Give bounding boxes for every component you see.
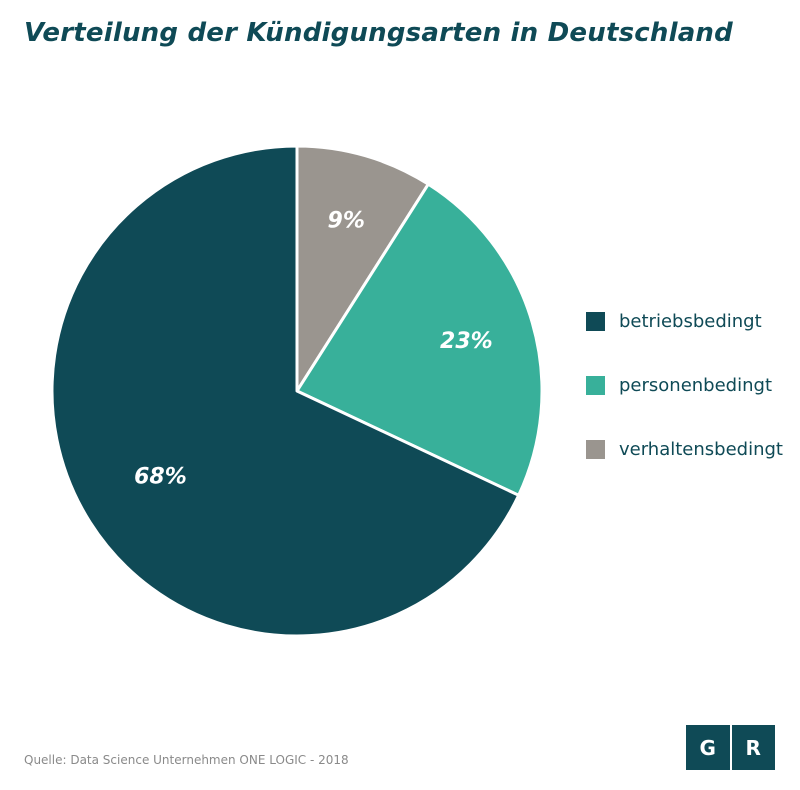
legend-label: verhaltensbedingt (619, 438, 783, 460)
pie-slice-personenbedingt (295, 182, 544, 497)
pie-value-label: 23% (440, 329, 493, 354)
legend-item-personenbedingt: personenbedingt (586, 373, 783, 397)
legend-swatch-personenbedingt (586, 375, 605, 395)
pie-value-label: 9% (328, 209, 365, 234)
pie-slice-verhaltensbedingt (295, 144, 430, 393)
gr-logo: G R (686, 725, 775, 770)
source-note: Quelle: Data Science Unternehmen ONE LOG… (24, 753, 349, 767)
legend-item-betriebsbedingt: betriebsbedingt (586, 309, 783, 333)
chart-title: Verteilung der Kündigungsarten in Deutsc… (24, 18, 733, 48)
pie-value-label: 68% (134, 465, 187, 490)
legend-label: betriebsbedingt (619, 310, 762, 332)
pie-slice-betriebsbedingt (50, 144, 521, 638)
logo-divider (729, 725, 732, 770)
logo-letter-r: R (745, 735, 761, 760)
legend-swatch-betriebsbedingt (586, 311, 605, 331)
legend-swatch-verhaltensbedingt (586, 439, 605, 459)
legend-label: personenbedingt (619, 374, 772, 396)
legend-item-verhaltensbedingt: verhaltensbedingt (586, 437, 783, 461)
legend: betriebsbedingt personenbedingt verhalte… (586, 309, 783, 501)
logo-letter-g: G (699, 735, 716, 760)
